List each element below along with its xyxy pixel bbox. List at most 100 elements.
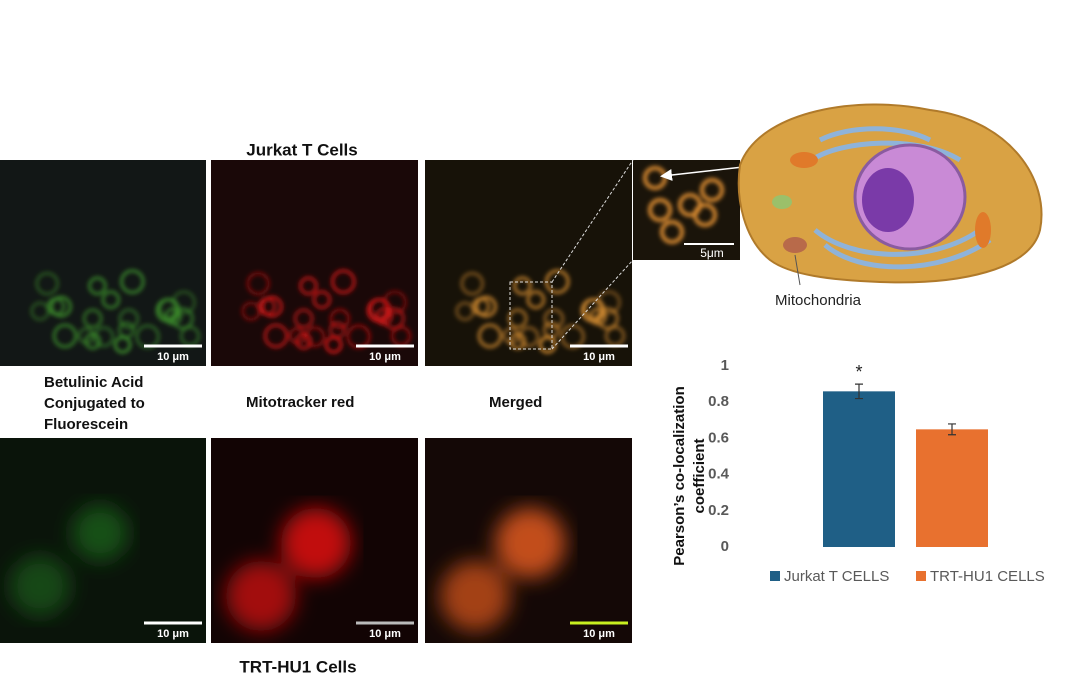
cell bbox=[693, 203, 717, 227]
legend-swatch bbox=[770, 571, 780, 581]
cell bbox=[366, 298, 392, 323]
cell bbox=[120, 269, 145, 294]
organelle-label: Mitochondria bbox=[775, 292, 862, 309]
y-tick-label: 0.8 bbox=[708, 393, 729, 410]
y-tick-label: 0.4 bbox=[708, 466, 730, 483]
pointer bbox=[794, 254, 801, 286]
bar bbox=[916, 429, 988, 547]
cells bbox=[226, 508, 351, 631]
cell bbox=[281, 508, 351, 578]
legend-label: TRT-HU1 CELLS bbox=[930, 568, 1045, 585]
cell bbox=[226, 561, 296, 631]
bar bbox=[823, 391, 895, 547]
column-label: Betulinic Acid Conjugated to Fluorescein bbox=[44, 374, 145, 433]
cell bbox=[155, 298, 181, 323]
er bbox=[813, 227, 982, 257]
cell bbox=[82, 308, 103, 329]
scale-bar-label: 10 μm bbox=[369, 628, 401, 640]
cell bbox=[460, 271, 484, 296]
nucleolus bbox=[862, 168, 914, 232]
cell bbox=[118, 308, 140, 330]
cell bbox=[660, 220, 684, 244]
scale-bar-label: 10 μm bbox=[157, 628, 189, 640]
bottom-title: TRT-HU1 Cells bbox=[239, 657, 356, 676]
cell bbox=[507, 308, 528, 329]
scale-bar-label: 10 μm bbox=[369, 351, 401, 363]
y-tick-label: 0.6 bbox=[708, 429, 729, 446]
cell bbox=[526, 290, 546, 310]
scale-bar-label: 10 μm bbox=[583, 351, 615, 363]
cell bbox=[113, 335, 132, 354]
scale-bar-label: 10 μm bbox=[157, 351, 189, 363]
cell bbox=[257, 297, 277, 316]
micrograph bbox=[0, 160, 206, 366]
cell bbox=[329, 308, 351, 330]
mitochondrion bbox=[783, 237, 807, 253]
cell bbox=[246, 271, 270, 296]
cells bbox=[10, 505, 128, 616]
micrograph bbox=[211, 160, 418, 366]
inset-scale-label: 5μm bbox=[700, 246, 724, 260]
cell bbox=[495, 508, 565, 578]
cell bbox=[700, 178, 724, 202]
legend-swatch bbox=[916, 571, 926, 581]
top-title: Jurkat T Cells bbox=[246, 140, 358, 159]
y-axis-label: Pearson’s co-localization coefficient bbox=[671, 386, 708, 566]
cell bbox=[331, 269, 356, 294]
cell bbox=[299, 276, 318, 296]
cell bbox=[88, 276, 107, 296]
cell bbox=[304, 326, 326, 348]
cell bbox=[471, 297, 491, 316]
y-tick-label: 0 bbox=[721, 538, 729, 555]
micrograph bbox=[425, 160, 632, 366]
chloro-like bbox=[772, 195, 792, 209]
cell bbox=[312, 290, 332, 310]
cell bbox=[50, 295, 72, 318]
error-bar bbox=[948, 423, 956, 436]
column-label: Merged bbox=[489, 394, 543, 411]
error-bar bbox=[855, 383, 863, 400]
zoom-box bbox=[509, 281, 553, 350]
er bbox=[810, 140, 962, 163]
cells bbox=[241, 269, 412, 354]
cell bbox=[580, 298, 606, 323]
cell bbox=[101, 290, 121, 310]
cell bbox=[293, 308, 314, 329]
cell-diagram bbox=[737, 103, 1043, 286]
cell bbox=[46, 297, 66, 316]
mitochondrion bbox=[975, 212, 991, 248]
cell bbox=[93, 326, 115, 348]
er bbox=[818, 126, 932, 143]
cell bbox=[518, 326, 540, 348]
cell bbox=[513, 276, 532, 296]
cell bbox=[10, 556, 70, 616]
scale-bar-label: 10 μm bbox=[583, 628, 615, 640]
microscopy-panels: 10 μm 10 μm 10 μm 10 μm 10 μm 10 μm 5μm bbox=[0, 159, 806, 643]
cell bbox=[440, 561, 510, 631]
legend-label: Jurkat T CELLS bbox=[784, 568, 889, 585]
cell bbox=[35, 271, 59, 296]
cell bbox=[509, 332, 527, 350]
cell bbox=[648, 198, 672, 222]
zoom-line bbox=[551, 159, 634, 283]
cell bbox=[72, 505, 128, 561]
bar-chart: 0 0.2 0.4 0.6 0.8 1 Jurkat T CELLS TRT-HU1 CELL… bbox=[708, 357, 1045, 585]
cell bbox=[475, 295, 497, 318]
er bbox=[823, 237, 992, 270]
y-tick-label: 1 bbox=[721, 357, 729, 374]
cell bbox=[263, 323, 289, 349]
cell bbox=[261, 295, 283, 318]
cell bbox=[295, 332, 313, 350]
cell bbox=[538, 335, 557, 354]
y-tick-label: 0.2 bbox=[708, 502, 729, 519]
cell bbox=[324, 335, 343, 354]
cell bbox=[477, 323, 503, 349]
cell bbox=[543, 308, 565, 330]
cell bbox=[52, 323, 78, 349]
cell bbox=[84, 332, 102, 350]
mitochondrion bbox=[790, 152, 818, 168]
annotation: * bbox=[855, 362, 862, 382]
cells bbox=[643, 166, 724, 244]
